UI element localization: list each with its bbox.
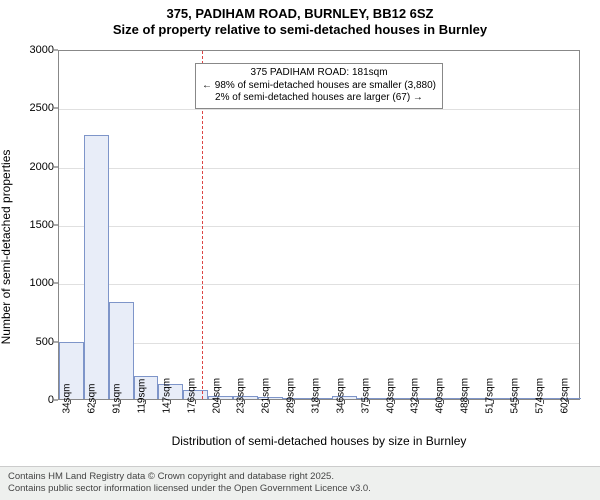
x-tick-mark bbox=[220, 400, 221, 404]
x-tick-mark bbox=[394, 400, 395, 404]
x-tick-mark bbox=[418, 400, 419, 404]
y-tick-label: 2500 bbox=[10, 102, 54, 114]
annot-line-3: 2% of semi-detached houses are larger (6… bbox=[202, 92, 436, 105]
grid-line bbox=[59, 168, 579, 169]
x-tick-mark bbox=[269, 400, 270, 404]
title-sub: Size of property relative to semi-detach… bbox=[0, 22, 600, 37]
x-tick-mark bbox=[294, 400, 295, 404]
y-tick-label: 1500 bbox=[10, 219, 54, 231]
y-tick-label: 2000 bbox=[10, 161, 54, 173]
y-tick-label: 500 bbox=[10, 336, 54, 348]
title-main: 375, PADIHAM ROAD, BURNLEY, BB12 6SZ bbox=[0, 6, 600, 21]
footer-line-2: Contains public sector information licen… bbox=[8, 483, 592, 495]
y-axis-title: Number of semi-detached properties bbox=[0, 150, 13, 345]
grid-line bbox=[59, 109, 579, 110]
grid-line bbox=[59, 343, 579, 344]
x-tick-mark bbox=[344, 400, 345, 404]
chart-title-block: 375, PADIHAM ROAD, BURNLEY, BB12 6SZ Siz… bbox=[0, 0, 600, 37]
plot-area: 375 PADIHAM ROAD: 181sqm ← 98% of semi-d… bbox=[58, 50, 580, 400]
bar bbox=[84, 135, 109, 399]
x-tick-mark bbox=[70, 400, 71, 404]
x-tick-mark bbox=[319, 400, 320, 404]
annotation-box: 375 PADIHAM ROAD: 181sqm ← 98% of semi-d… bbox=[195, 63, 443, 109]
x-tick-mark bbox=[195, 400, 196, 404]
chart: Number of semi-detached properties 0 500 1… bbox=[0, 44, 600, 450]
annot-line-1: 375 PADIHAM ROAD: 181sqm bbox=[202, 67, 436, 80]
y-tick-label: 3000 bbox=[10, 44, 54, 56]
annot-line-2: ← 98% of semi-detached houses are smalle… bbox=[202, 80, 436, 93]
x-tick-mark bbox=[95, 400, 96, 404]
x-tick-mark bbox=[145, 400, 146, 404]
footer-line-1: Contains HM Land Registry data © Crown c… bbox=[8, 471, 592, 483]
x-tick-mark bbox=[468, 400, 469, 404]
y-tick-label: 1000 bbox=[10, 277, 54, 289]
x-tick-mark bbox=[170, 400, 171, 404]
x-tick-mark bbox=[244, 400, 245, 404]
x-tick-mark bbox=[493, 400, 494, 404]
grid-line bbox=[59, 284, 579, 285]
x-tick-mark bbox=[518, 400, 519, 404]
footer: Contains HM Land Registry data © Crown c… bbox=[0, 466, 600, 500]
y-tick-label: 0 bbox=[10, 394, 54, 406]
x-tick-mark bbox=[120, 400, 121, 404]
grid-line bbox=[59, 226, 579, 227]
x-axis-title: Distribution of semi-detached houses by … bbox=[58, 434, 580, 448]
x-tick-mark bbox=[568, 400, 569, 404]
x-tick-mark bbox=[369, 400, 370, 404]
x-tick-mark bbox=[543, 400, 544, 404]
x-tick-mark bbox=[443, 400, 444, 404]
